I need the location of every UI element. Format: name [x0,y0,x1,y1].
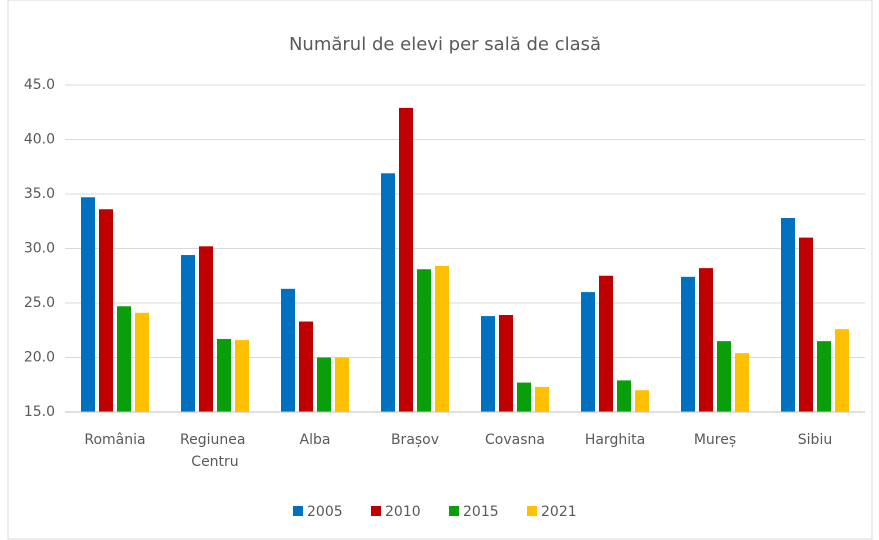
bar [399,107,413,412]
x-tick-label: România [84,432,145,448]
x-tick-label: Brașov [391,432,439,448]
x-tick-label: Alba [300,432,331,448]
y-tick-label: 30.0 [24,241,55,257]
bar [781,217,795,412]
legend-swatch [527,506,537,516]
bar [581,292,595,412]
legend-swatch [371,506,381,516]
bar [599,275,613,412]
x-tick-label: Mureș [694,432,736,448]
bar [417,269,431,412]
bar [481,316,495,412]
bar [635,390,649,412]
legend-swatch [293,506,303,516]
x-tick-label: Covasna [485,432,545,448]
chart-title: Numărul de elevi per sală de clasă [289,34,601,55]
bar [299,321,313,412]
bar [681,276,695,412]
legend-swatch [449,506,459,516]
bar [735,353,749,412]
y-tick-label: 15.0 [24,404,55,420]
y-tick-label: 25.0 [24,295,55,311]
bar [699,268,713,412]
bar [817,341,831,412]
bar [281,288,295,412]
x-tick-label: Harghita [585,432,645,448]
y-tick-label: 20.0 [24,350,55,366]
bar [717,341,731,412]
bar [317,357,331,412]
bar [535,386,549,412]
y-tick-label: 45.0 [24,77,55,93]
legend-label: 2015 [463,504,499,520]
bar [435,265,449,412]
legend-label: 2005 [307,504,343,520]
x-tick-label: Sibiu [798,432,832,448]
bar [235,340,249,412]
bar [181,255,195,412]
x-tick-label: Regiunea Centru [180,432,250,470]
legend-label: 2010 [385,504,421,520]
bar [499,314,513,412]
bar [381,173,395,412]
bar [99,209,113,412]
bar [135,312,149,412]
bar [117,306,131,412]
bar [799,237,813,412]
legend-label: 2021 [541,504,577,520]
bar [617,380,631,412]
bar [335,357,349,412]
y-tick-label: 40.0 [24,132,55,148]
bar [835,329,849,412]
bar [81,197,95,412]
bar [217,338,231,412]
bar [517,382,531,412]
y-tick-label: 35.0 [24,186,55,202]
bar [199,246,213,412]
